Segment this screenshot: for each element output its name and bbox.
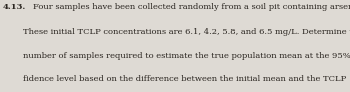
Text: number of samples required to estimate the true population mean at the 95% con-: number of samples required to estimate t… xyxy=(23,52,350,60)
Text: These initial TCLP concentrations are 6.1, 4.2, 5.8, and 6.5 mg/L. Determine the: These initial TCLP concentrations are 6.… xyxy=(23,28,350,36)
Text: fidence level based on the difference between the initial mean and the TCLP: fidence level based on the difference be… xyxy=(23,75,346,83)
Text: 4.13.: 4.13. xyxy=(3,3,26,11)
Text: Four samples have been collected randomly from a soil pit containing arsenic.: Four samples have been collected randoml… xyxy=(33,3,350,11)
